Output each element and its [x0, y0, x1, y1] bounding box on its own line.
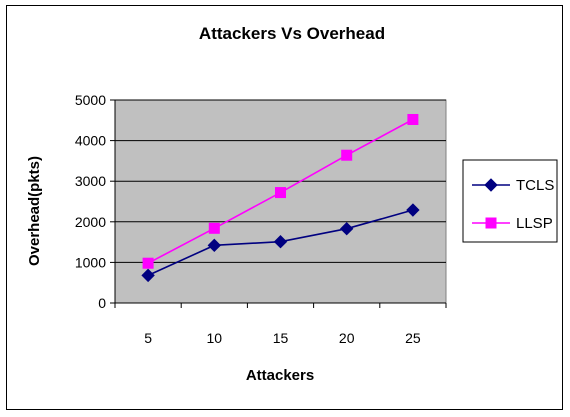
- y-axis-title: Overhead(pkts): [26, 156, 43, 266]
- legend-label-llsp: LLSP: [516, 215, 553, 232]
- x-tick-label: 10: [207, 330, 223, 346]
- x-axis-title: Attackers: [246, 367, 314, 384]
- data-point-llsp: [275, 187, 286, 199]
- data-point-llsp: [407, 113, 419, 125]
- x-tick-label: 25: [405, 330, 421, 346]
- data-point-tcls: [141, 268, 155, 283]
- chart-title: Attackers Vs Overhead: [199, 24, 385, 43]
- data-point-llsp: [208, 222, 220, 234]
- y-tick-label: 2000: [75, 214, 106, 230]
- data-point-tcls: [406, 203, 420, 217]
- y-tick-label: 4000: [75, 133, 106, 149]
- legend-box: [462, 159, 558, 243]
- series-markers: [141, 113, 420, 283]
- y-tick-label: 1000: [75, 254, 106, 270]
- legend-label-tcls: TCLS: [516, 177, 554, 194]
- data-point-llsp: [341, 149, 353, 161]
- plot-area: [114, 99, 447, 304]
- y-axis-ticks: 0 1000 2000 3000 4000 5000: [75, 92, 115, 311]
- legend-marker-tcls: [484, 178, 498, 192]
- data-point-llsp: [142, 257, 154, 269]
- axes: [114, 100, 446, 304]
- x-tick-label: 20: [339, 330, 355, 346]
- data-point-tcls: [207, 238, 222, 253]
- data-point-tcls: [273, 234, 288, 249]
- legend: TCLS LLSP: [462, 159, 558, 243]
- x-axis-ticks: 5 10 15 20 25: [114, 303, 447, 346]
- y-tick-label: 3000: [75, 173, 106, 189]
- legend-marker-llsp: [485, 217, 497, 229]
- y-tick-label: 5000: [75, 92, 106, 108]
- x-tick-label: 15: [273, 330, 289, 346]
- data-point-tcls: [339, 221, 354, 236]
- x-tick-label: 5: [144, 330, 152, 346]
- gridlines: [115, 99, 446, 263]
- y-tick-label: 0: [98, 295, 106, 311]
